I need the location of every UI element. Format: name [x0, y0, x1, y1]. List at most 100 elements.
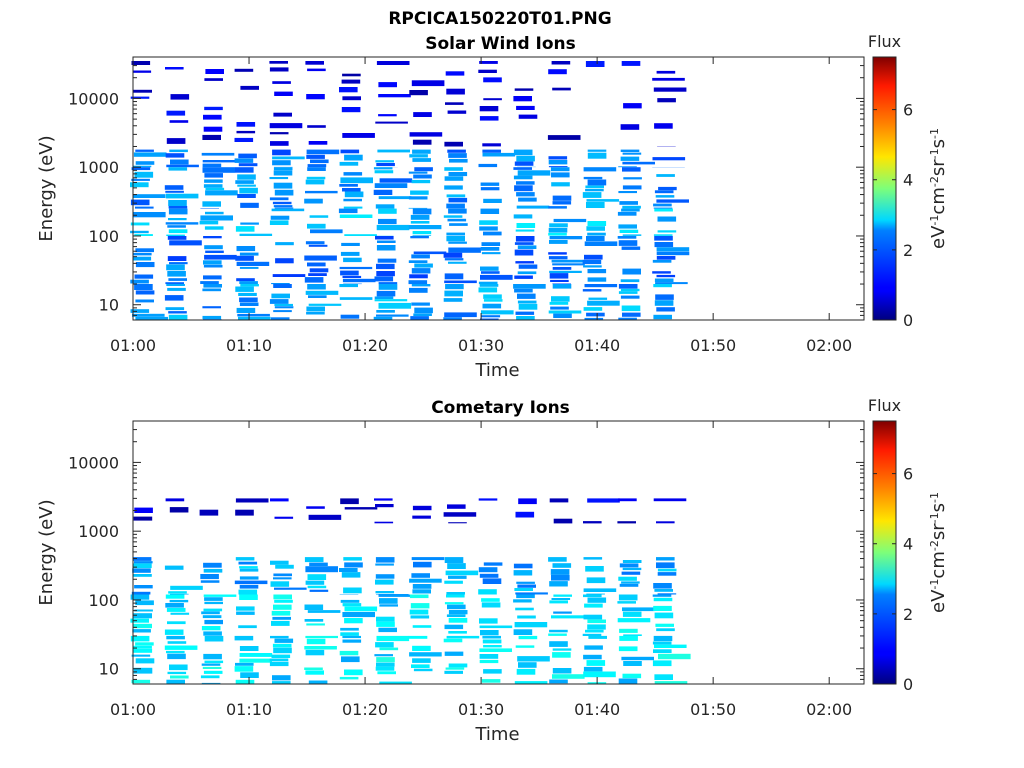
- flux-bin: [201, 682, 221, 684]
- flux-bin: [547, 135, 581, 140]
- flux-bin: [305, 179, 325, 185]
- flux-bin: [483, 77, 502, 83]
- flux-bin: [516, 155, 535, 162]
- flux-bin: [375, 160, 394, 163]
- flux-bin: [273, 647, 292, 654]
- flux-bin: [340, 627, 359, 631]
- flux-bin: [239, 252, 259, 256]
- flux-bin: [273, 167, 293, 171]
- flux-bin: [378, 302, 412, 309]
- flux-bin: [653, 284, 672, 288]
- colorbar-gradient: [872, 56, 897, 321]
- flux-bin: [409, 594, 429, 599]
- flux-bin: [513, 167, 532, 170]
- flux-bin: [374, 296, 394, 299]
- flux-bin: [168, 200, 187, 206]
- flux-bin: [583, 671, 616, 678]
- flux-bin: [204, 619, 223, 625]
- flux-bin: [413, 174, 432, 179]
- flux-bin: [273, 310, 292, 313]
- flux-bin: [273, 205, 293, 208]
- flux-bin: [272, 201, 292, 205]
- flux-bin: [308, 244, 328, 247]
- flux-bin: [480, 182, 500, 186]
- spectrogram-data: [130, 61, 690, 320]
- flux-bin: [168, 311, 187, 314]
- flux-bin: [379, 598, 398, 604]
- flux-bin: [378, 196, 412, 200]
- flux-bin: [409, 154, 428, 158]
- flux-bin: [306, 623, 325, 626]
- flux-bin: [269, 197, 289, 201]
- flux-bin: [480, 266, 499, 271]
- flux-bin: [622, 607, 655, 612]
- flux-bin: [447, 504, 466, 509]
- flux-bin: [204, 78, 223, 81]
- flux-bin: [656, 628, 675, 632]
- flux-bin: [446, 236, 465, 242]
- flux-bin: [443, 317, 462, 320]
- flux-bin: [620, 156, 640, 161]
- flux-bin: [378, 94, 411, 98]
- flux-bin: [444, 176, 464, 181]
- flux-bin: [623, 634, 642, 636]
- flux-bin: [130, 594, 150, 600]
- flux-bin: [308, 273, 327, 276]
- flux-bin: [377, 258, 397, 263]
- flux-bin: [515, 607, 534, 611]
- panel-cometary-ions: Cometary Ions 10 100 1000 10000 01:00 01:10 01:…: [36, 396, 949, 745]
- flux-bin: [583, 307, 603, 311]
- flux-bin: [652, 660, 672, 667]
- flux-bin: [656, 199, 689, 203]
- flux-bin: [202, 201, 221, 207]
- flux-bin: [166, 679, 185, 684]
- flux-bin: [165, 307, 185, 311]
- flux-bin: [239, 187, 258, 194]
- flux-bin: [135, 161, 155, 165]
- flux-bin: [513, 149, 533, 156]
- flux-bin: [652, 259, 672, 263]
- flux-bin: [411, 573, 430, 578]
- flux-bin: [518, 197, 537, 202]
- flux-bin: [164, 645, 198, 650]
- flux-bin: [513, 599, 532, 603]
- flux-bin: [622, 152, 642, 155]
- flux-bin: [204, 597, 223, 601]
- flux-bin: [168, 278, 187, 281]
- flux-bin: [617, 211, 637, 216]
- flux-bin: [344, 191, 364, 198]
- flux-bin: [274, 599, 293, 603]
- flux-bin: [552, 668, 572, 674]
- flux-bin: [240, 672, 259, 678]
- x-axis-label: Time: [474, 360, 519, 381]
- flux-bin: [240, 222, 259, 225]
- flux-bin: [374, 276, 394, 282]
- flux-bin: [443, 215, 463, 218]
- flux-bin: [167, 271, 186, 277]
- flux-bin: [550, 167, 570, 172]
- flux-bin: [307, 68, 326, 72]
- flux-bin: [269, 61, 288, 64]
- flux-bin: [443, 252, 463, 258]
- flux-bin: [513, 96, 532, 102]
- flux-bin: [549, 498, 569, 503]
- flux-bin: [654, 236, 673, 241]
- flux-bin: [236, 606, 255, 611]
- flux-bin: [269, 132, 289, 135]
- flux-bin: [344, 669, 363, 676]
- flux-bin: [551, 296, 570, 302]
- flux-bin: [270, 317, 290, 320]
- flux-bin: [135, 642, 154, 646]
- flux-bin: [444, 280, 477, 284]
- flux-bin: [165, 282, 184, 285]
- flux-bin: [553, 313, 572, 318]
- flux-bin: [234, 635, 254, 641]
- flux-bin: [132, 256, 152, 261]
- flux-bin: [132, 165, 152, 168]
- flux-bin: [376, 662, 395, 667]
- colorbar-title: Flux: [868, 32, 901, 51]
- flux-bin: [445, 667, 465, 670]
- flux-bin: [273, 182, 293, 189]
- flux-bin: [304, 646, 337, 650]
- flux-bin: [514, 161, 534, 166]
